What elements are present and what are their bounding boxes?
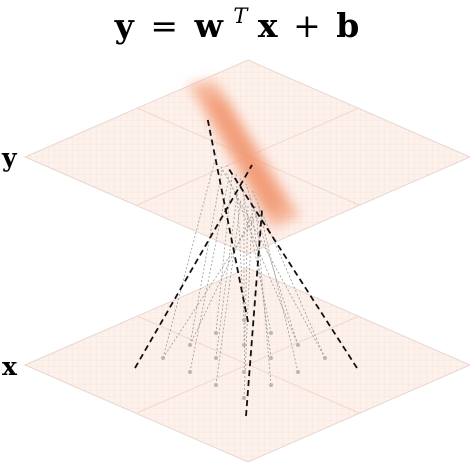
output-plane bbox=[23, 59, 470, 255]
input-layer-label: x bbox=[2, 352, 18, 381]
input-node bbox=[242, 318, 246, 322]
input-node bbox=[242, 343, 246, 347]
input-node bbox=[214, 383, 218, 387]
equation-bias: b bbox=[336, 6, 359, 45]
input-node bbox=[269, 356, 273, 360]
equation-plus: + bbox=[293, 6, 321, 45]
output-activation-band bbox=[188, 82, 300, 228]
input-node bbox=[188, 370, 192, 374]
equation-weight: w bbox=[193, 6, 224, 45]
input-node bbox=[214, 356, 218, 360]
input-node bbox=[161, 356, 165, 360]
equation-lhs: y bbox=[114, 6, 135, 45]
input-node bbox=[323, 356, 327, 360]
input-plane bbox=[23, 267, 470, 463]
input-node bbox=[242, 370, 246, 374]
input-node bbox=[296, 343, 300, 347]
connection-lines bbox=[162, 159, 326, 399]
input-node bbox=[242, 396, 246, 400]
equation-input: x bbox=[258, 6, 278, 45]
projection-lines bbox=[134, 115, 358, 417]
input-node bbox=[269, 331, 273, 335]
equation-equals: = bbox=[150, 6, 178, 45]
input-node bbox=[214, 331, 218, 335]
equation-title: y = w T x + b bbox=[114, 0, 360, 45]
input-node bbox=[188, 343, 192, 347]
input-node bbox=[296, 370, 300, 374]
input-nodes bbox=[161, 318, 327, 400]
output-layer-label: y bbox=[1, 143, 18, 172]
input-node bbox=[269, 383, 273, 387]
equation-transpose: T bbox=[233, 4, 249, 28]
